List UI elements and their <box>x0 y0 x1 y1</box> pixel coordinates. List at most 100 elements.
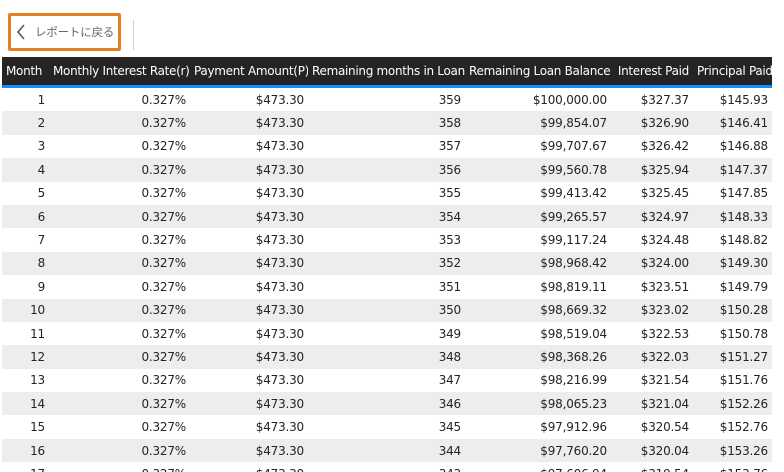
cell-principal-paid: $147.85 <box>693 181 772 205</box>
table-row[interactable]: 1 0.327% $473.30 359 $100,000.00 $327.37 $145.… <box>2 86 772 112</box>
cell-remaining-months: 343 <box>308 462 465 472</box>
cell-month: 13 <box>2 368 49 393</box>
cell-remaining-balance: $98,519.04 <box>465 321 611 346</box>
cell-remaining-balance: $97,606.94 <box>465 462 611 472</box>
table-row[interactable]: 16 0.327% $473.30 344 $97,760.20 $320.04 $153.… <box>2 438 772 463</box>
cell-interest-paid: $322.03 <box>611 345 693 369</box>
toolbar-divider <box>133 20 134 50</box>
cell-remaining-balance: $99,265.57 <box>465 204 611 229</box>
cell-interest-paid: $320.54 <box>611 415 693 439</box>
cell-interest-rate: 0.327% <box>49 251 190 276</box>
cell-month: 9 <box>2 275 49 299</box>
cell-interest-paid: $319.54 <box>611 462 693 472</box>
cell-principal-paid: $148.33 <box>693 204 772 229</box>
cell-payment-amount: $473.30 <box>190 345 308 369</box>
chevron-left-icon <box>16 24 26 40</box>
cell-remaining-months: 348 <box>308 345 465 369</box>
cell-interest-paid: $324.48 <box>611 228 693 252</box>
cell-payment-amount: $473.30 <box>190 298 308 322</box>
cell-interest-paid: $321.54 <box>611 368 693 393</box>
cell-remaining-balance: $99,117.24 <box>465 228 611 252</box>
cell-interest-rate: 0.327% <box>49 368 190 393</box>
cell-month: 1 <box>2 86 49 112</box>
table-row[interactable]: 7 0.327% $473.30 353 $99,117.24 $324.48 $148.8… <box>2 228 772 252</box>
table-header-row: Month Monthly Interest Rate(r) Payment A… <box>2 57 772 88</box>
cell-principal-paid: $148.82 <box>693 228 772 252</box>
cell-remaining-balance: $99,560.78 <box>465 158 611 182</box>
cell-remaining-months: 357 <box>308 134 465 159</box>
cell-remaining-months: 346 <box>308 392 465 416</box>
cell-interest-rate: 0.327% <box>49 86 190 112</box>
column-header-principal-paid[interactable]: Principal Paid <box>693 57 772 88</box>
table-row[interactable]: 10 0.327% $473.30 350 $98,669.32 $323.02 $150.… <box>2 298 772 322</box>
column-header-remaining-months[interactable]: Remaining months in Loan <box>308 57 465 88</box>
table-row[interactable]: 8 0.327% $473.30 352 $98,968.42 $324.00 $149.3… <box>2 251 772 276</box>
cell-month: 15 <box>2 415 49 439</box>
table-row[interactable]: 15 0.327% $473.30 345 $97,912.96 $320.54 $152.… <box>2 415 772 439</box>
cell-interest-paid: $325.94 <box>611 158 693 182</box>
cell-interest-rate: 0.327% <box>49 181 190 205</box>
cell-principal-paid: $149.79 <box>693 275 772 299</box>
cell-principal-paid: $150.78 <box>693 321 772 346</box>
table-row[interactable]: 11 0.327% $473.30 349 $98,519.04 $322.53 $150.… <box>2 321 772 346</box>
cell-remaining-balance: $98,968.42 <box>465 251 611 276</box>
table-row[interactable]: 12 0.327% $473.30 348 $98,368.26 $322.03 $151.… <box>2 345 772 369</box>
table-row[interactable]: 6 0.327% $473.30 354 $99,265.57 $324.97 $148.3… <box>2 204 772 229</box>
cell-remaining-months: 359 <box>308 86 465 112</box>
cell-payment-amount: $473.30 <box>190 392 308 416</box>
amortization-table: Month Monthly Interest Rate(r) Payment A… <box>2 57 772 472</box>
cell-month: 17 <box>2 462 49 472</box>
cell-interest-rate: 0.327% <box>49 345 190 369</box>
table-row[interactable]: 9 0.327% $473.30 351 $98,819.11 $323.51 $149.7… <box>2 275 772 299</box>
column-header-monthly-interest-rate[interactable]: Monthly Interest Rate(r) <box>49 57 190 88</box>
cell-interest-paid: $327.37 <box>611 86 693 112</box>
cell-principal-paid: $152.26 <box>693 392 772 416</box>
cell-interest-rate: 0.327% <box>49 111 190 135</box>
cell-principal-paid: $153.26 <box>693 438 772 463</box>
cell-interest-paid: $323.02 <box>611 298 693 322</box>
cell-month: 6 <box>2 204 49 229</box>
column-header-remaining-balance[interactable]: Remaining Loan Balance <box>465 57 611 88</box>
column-header-payment-amount[interactable]: Payment Amount(P) <box>190 57 308 88</box>
cell-remaining-months: 351 <box>308 275 465 299</box>
cell-interest-rate: 0.327% <box>49 415 190 439</box>
table-row[interactable]: 3 0.327% $473.30 357 $99,707.67 $326.42 $146.8… <box>2 134 772 159</box>
table-body: 1 0.327% $473.30 359 $100,000.00 $327.37 $145.… <box>2 86 772 472</box>
cell-payment-amount: $473.30 <box>190 251 308 276</box>
cell-interest-rate: 0.327% <box>49 204 190 229</box>
cell-remaining-months: 352 <box>308 251 465 276</box>
cell-remaining-months: 349 <box>308 321 465 346</box>
cell-principal-paid: $152.76 <box>693 415 772 439</box>
cell-principal-paid: $151.27 <box>693 345 772 369</box>
cell-remaining-balance: $100,000.00 <box>465 86 611 112</box>
cell-interest-rate: 0.327% <box>49 134 190 159</box>
table-row[interactable]: 170.327%$473.30343$97,606.94$319.54$153.… <box>2 462 772 472</box>
cell-principal-paid: $151.76 <box>693 368 772 393</box>
cell-payment-amount: $473.30 <box>190 275 308 299</box>
cell-principal-paid: $146.88 <box>693 134 772 159</box>
cell-remaining-months: 344 <box>308 438 465 463</box>
back-to-report-button[interactable]: レポートに戻る <box>8 13 121 51</box>
table-row[interactable]: 2 0.327% $473.30 358 $99,854.07 $326.90 $146.4… <box>2 111 772 135</box>
table-row[interactable]: 5 0.327% $473.30 355 $99,413.42 $325.45 $147.8… <box>2 181 772 205</box>
cell-month: 11 <box>2 321 49 346</box>
table-row[interactable]: 14 0.327% $473.30 346 $98,065.23 $321.04 $152.… <box>2 392 772 416</box>
cell-payment-amount: $473.30 <box>190 438 308 463</box>
cell-month: 16 <box>2 438 49 463</box>
cell-payment-amount: $473.30 <box>190 415 308 439</box>
cell-month: 14 <box>2 392 49 416</box>
cell-interest-rate: 0.327% <box>49 438 190 463</box>
column-header-month[interactable]: Month <box>2 57 49 88</box>
cell-remaining-balance: $98,216.99 <box>465 368 611 393</box>
cell-remaining-balance: $97,760.20 <box>465 438 611 463</box>
cell-remaining-balance: $99,707.67 <box>465 134 611 159</box>
cell-remaining-months: 358 <box>308 111 465 135</box>
cell-payment-amount: $473.30 <box>190 368 308 393</box>
cell-month: 10 <box>2 298 49 322</box>
table-row[interactable]: 13 0.327% $473.30 347 $98,216.99 $321.54 $151.… <box>2 368 772 393</box>
table-row[interactable]: 4 0.327% $473.30 356 $99,560.78 $325.94 $147.3… <box>2 158 772 182</box>
column-header-interest-paid[interactable]: Interest Paid <box>611 57 693 88</box>
cell-interest-paid: $322.53 <box>611 321 693 346</box>
cell-interest-paid: $321.04 <box>611 392 693 416</box>
